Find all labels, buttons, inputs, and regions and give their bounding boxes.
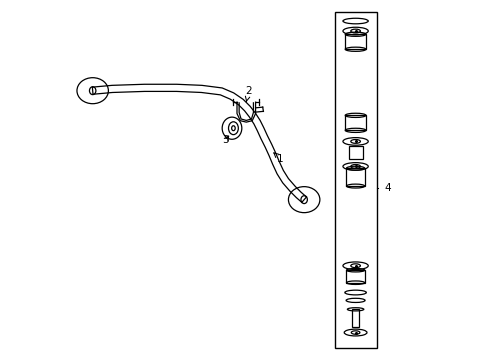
Bar: [334, 12, 376, 348]
Bar: [348, 146, 362, 158]
Text: 4: 4: [384, 183, 390, 193]
Bar: [345, 34, 365, 49]
Bar: [346, 270, 364, 283]
Text: 3: 3: [222, 135, 229, 145]
Text: 1: 1: [273, 153, 283, 163]
Bar: [346, 168, 364, 186]
Text: 2: 2: [245, 86, 252, 102]
Bar: [345, 115, 365, 130]
Bar: [351, 309, 359, 327]
